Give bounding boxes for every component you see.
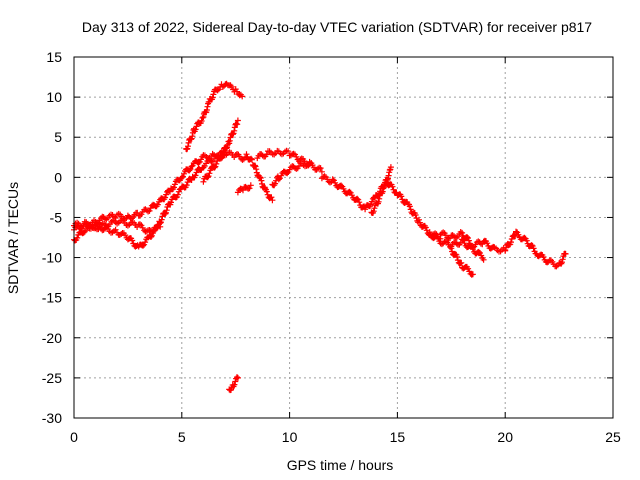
y-tick-label: -5: [50, 209, 63, 225]
series-track-h: [243, 151, 276, 204]
data-points: [71, 80, 569, 394]
x-tick-label: 20: [497, 429, 513, 445]
point-markers: [318, 173, 444, 242]
series-track-k: [318, 173, 444, 242]
chart-title: Day 313 of 2022, Sidereal Day-to-day VTE…: [82, 19, 592, 35]
x-axis-label: GPS time / hours: [287, 457, 394, 473]
y-tick-label: 15: [46, 49, 62, 65]
series-track-f: [226, 374, 241, 394]
point-markers: [502, 228, 569, 270]
y-tick-label: 10: [46, 89, 62, 105]
series-track-p: [426, 229, 487, 263]
point-markers: [448, 245, 476, 278]
series-track-n: [448, 245, 476, 278]
series-track-o: [502, 228, 569, 270]
series-track-j: [269, 158, 315, 189]
point-markers: [269, 158, 315, 189]
y-tick-label: -25: [42, 370, 62, 386]
point-markers: [71, 149, 228, 250]
point-markers: [234, 182, 254, 196]
x-tick-label: 0: [70, 429, 78, 445]
y-tick-label: -15: [42, 290, 62, 306]
series-track-b: [71, 149, 228, 250]
point-markers: [243, 151, 276, 204]
x-tick-label: 10: [282, 429, 298, 445]
x-tick-label: 15: [390, 429, 406, 445]
axis-ticks: 0 5 10 15 20 25 -30 -25 -20 -15 -10 -5 0 5 10 15: [42, 49, 621, 445]
y-tick-label: -20: [42, 330, 62, 346]
x-tick-label: 25: [605, 429, 621, 445]
series-track-l: [368, 164, 394, 216]
y-tick-label: 0: [54, 169, 62, 185]
y-axis-label: SDTVAR / TECUs: [5, 182, 21, 294]
x-tick-label: 5: [178, 429, 186, 445]
series-track-d: [183, 80, 246, 153]
plot-border: [73, 56, 614, 419]
point-markers: [200, 117, 241, 185]
y-tick-label: -10: [42, 250, 62, 266]
series-track-g: [234, 182, 254, 196]
y-tick-label: 5: [54, 129, 62, 145]
point-markers: [183, 80, 246, 153]
point-markers: [226, 374, 241, 394]
y-tick-label: -30: [42, 410, 62, 426]
series-track-e: [200, 117, 241, 185]
point-markers: [368, 164, 394, 216]
point-markers: [426, 229, 487, 263]
grid-lines: [74, 57, 613, 418]
